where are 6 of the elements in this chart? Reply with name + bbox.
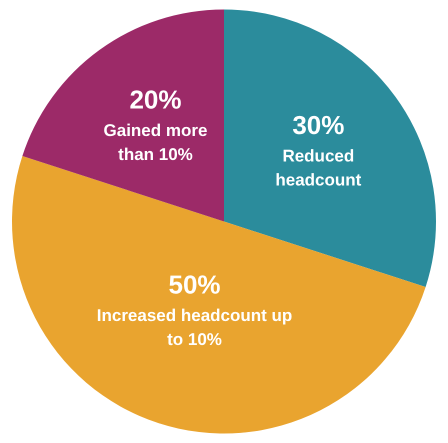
data-label: 50% xyxy=(168,269,221,300)
slice-label: Increased headcount up to 10% xyxy=(96,306,292,349)
data-label: 20% xyxy=(129,84,182,114)
data-label: 30% xyxy=(292,110,344,140)
slice-label: Gained more than 10% xyxy=(104,120,208,164)
slice-label: Reduced headcount xyxy=(275,146,362,190)
